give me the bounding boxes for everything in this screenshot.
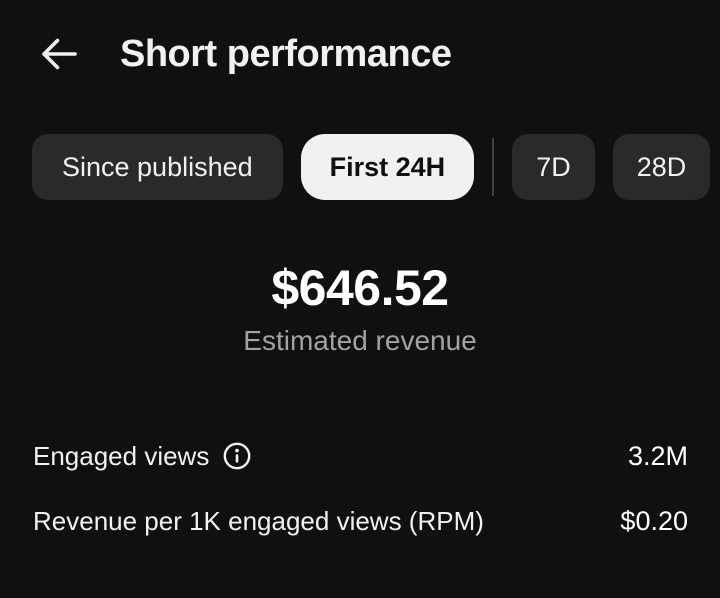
metric-value-engaged-views: 3.2M	[627, 440, 688, 471]
metric-label-text: Revenue per 1K engaged views (RPM)	[33, 505, 484, 536]
metric-value-rpm: $0.20	[620, 505, 688, 536]
arrow-left-icon	[38, 33, 80, 75]
chip-since-published[interactable]: Since published	[32, 134, 283, 200]
metric-label: Engaged views	[33, 441, 252, 472]
chip-28d[interactable]: 28D	[612, 134, 711, 200]
chip-group-divider	[492, 138, 495, 196]
back-button[interactable]	[38, 33, 80, 75]
metric-row-engaged-views: Engaged views 3.2M	[0, 438, 720, 474]
revenue-amount: $646.52	[271, 260, 449, 316]
page-title: Short performance	[120, 32, 452, 75]
chip-first-24h[interactable]: First 24H	[300, 134, 475, 200]
metric-row-rpm: Revenue per 1K engaged views (RPM) $0.20	[0, 503, 720, 539]
header: Short performance	[0, 0, 720, 78]
revenue-label: Estimated revenue	[243, 325, 477, 356]
estimated-revenue-block: $646.52 Estimated revenue	[0, 262, 720, 356]
info-circle-icon	[222, 441, 252, 471]
engaged-views-info-button[interactable]	[222, 441, 252, 471]
metrics-list: Engaged views 3.2M Revenue per 1K engage…	[0, 438, 720, 539]
time-filter-chip-row: Since published First 24H 7D 28D	[32, 134, 720, 200]
metric-label: Revenue per 1K engaged views (RPM)	[33, 506, 484, 537]
metric-label-text: Engaged views	[33, 440, 210, 471]
chip-7d[interactable]: 7D	[512, 134, 595, 200]
